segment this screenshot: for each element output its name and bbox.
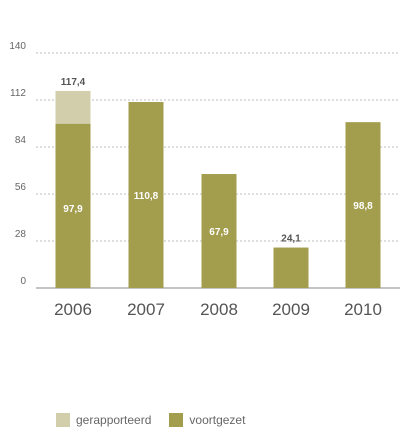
y-tick-label: 84 [15, 135, 27, 146]
legend-swatch-gerapporteerd [56, 413, 70, 427]
x-axis: 2006 2007 2008 2009 2010 [54, 300, 382, 319]
x-category-label: 2006 [54, 300, 92, 319]
y-tick-label: 112 [10, 88, 26, 99]
data-labels: 117,4 97,9 110,8 67,9 24,1 98,8 [61, 77, 373, 245]
y-tick-label: 140 [9, 41, 26, 52]
bar-value-label: 98,8 [353, 201, 373, 212]
bars [55, 90, 381, 289]
legend-item-gerapporteerd: gerapporteerd [56, 413, 151, 427]
bar-value-label: 67,9 [209, 227, 229, 238]
bar-voortgezet [201, 174, 237, 288]
bar-voortgezet [273, 247, 309, 288]
x-category-label: 2008 [200, 300, 238, 319]
legend-swatch-voortgezet [169, 413, 184, 427]
bar-gerapporteerd [55, 90, 91, 124]
bar-voortgezet [345, 122, 381, 289]
x-category-label: 2010 [344, 300, 382, 319]
legend-label: gerapporteerd [76, 413, 152, 427]
bar-voortgezet [128, 102, 164, 288]
bar-total-label: 117,4 [61, 77, 86, 88]
bar-value-label: 97,9 [63, 204, 83, 215]
x-category-label: 2009 [272, 300, 310, 319]
bar-value-label: 110,8 [134, 191, 159, 202]
bar-chart: 0 28 56 84 112 140 117,4 97,9 110,8 67,9 24,1 98,8… [9, 41, 400, 319]
y-tick-label: 28 [15, 229, 27, 240]
bar-voortgezet [55, 123, 91, 289]
y-tick-label: 56 [15, 182, 27, 193]
bar-value-label: 24,1 [281, 234, 301, 245]
legend-label: voortgezet [189, 413, 246, 427]
x-category-label: 2007 [127, 300, 165, 319]
y-axis: 0 28 56 84 112 140 [9, 41, 26, 287]
legend: gerapporteerd voortgezet [56, 413, 245, 427]
legend-item-voortgezet: voortgezet [169, 413, 245, 427]
y-tick-label: 0 [20, 276, 26, 287]
